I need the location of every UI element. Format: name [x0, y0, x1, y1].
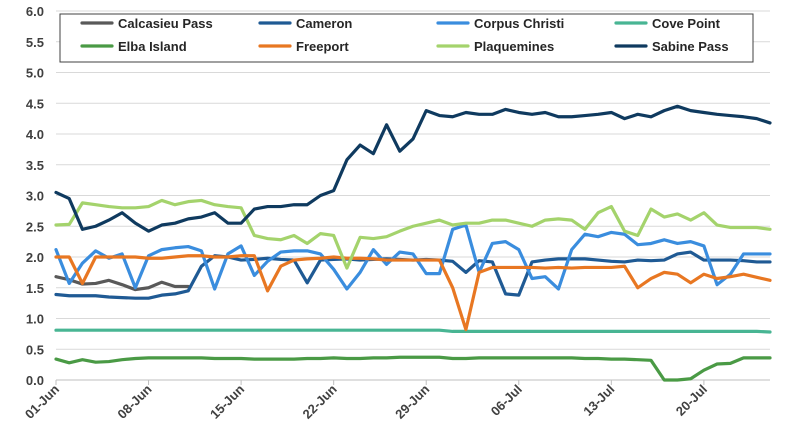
- x-tick-label: 08-Jun: [114, 381, 154, 421]
- y-tick-label: 0.0: [26, 373, 44, 388]
- x-tick-label: 13-Jul: [580, 382, 617, 419]
- series-line-plaquemines: [54, 198, 772, 270]
- series-line-sabine-pass: [54, 104, 772, 233]
- legend-label-elba-island: Elba Island: [118, 39, 187, 54]
- x-tick-label: 29-Jun: [392, 381, 432, 421]
- legend-label-plaquemines: Plaquemines: [474, 39, 554, 54]
- y-tick-label: 2.0: [26, 250, 44, 265]
- y-tick-label: 1.0: [26, 312, 44, 327]
- y-tick-label: 2.5: [26, 219, 44, 234]
- y-tick-label: 6.0: [26, 4, 44, 19]
- y-tick-label: 4.5: [26, 96, 44, 111]
- legend-label-sabine-pass: Sabine Pass: [652, 39, 729, 54]
- y-tick-label: 3.0: [26, 189, 44, 204]
- x-tick-label: 15-Jun: [207, 381, 247, 421]
- x-tick-label: 06-Jul: [488, 382, 525, 419]
- y-tick-label: 4.0: [26, 127, 44, 142]
- series-line-cove-point: [54, 328, 772, 334]
- legend-label-freeport: Freeport: [296, 39, 349, 54]
- y-tick-label: 0.5: [26, 342, 44, 357]
- y-axis: 0.0 0.5 1.0 1.5 2.0 2.5 3.0 3.5 4.0 4.5 5.0 5.5 6.0: [26, 4, 44, 388]
- series-line-corpus-christi: [54, 223, 772, 291]
- y-tick-label: 3.5: [26, 158, 44, 173]
- legend: Calcasieu Pass Cameron Corpus Christi Cove …: [59, 13, 754, 63]
- x-tick-label: 20-Jul: [673, 382, 710, 419]
- series-line-elba-island: [54, 355, 772, 382]
- series-line-calcasieu-pass: [54, 275, 190, 292]
- x-tick-label: 22-Jun: [300, 381, 340, 421]
- series-lines: [54, 104, 772, 382]
- y-tick-label: 1.5: [26, 281, 44, 296]
- series-line-freeport: [54, 254, 772, 332]
- legend-label-cove-point: Cove Point: [652, 16, 721, 31]
- legend-label-cameron: Cameron: [296, 16, 352, 31]
- x-axis: 01-Jun 08-Jun 15-Jun 22-Jun 29-Jun 06-Jul 13-J…: [22, 379, 770, 422]
- y-tick-label: 5.5: [26, 35, 44, 50]
- legend-label-corpus-christi: Corpus Christi: [474, 16, 564, 31]
- legend-label-calcasieu-pass: Calcasieu Pass: [118, 16, 213, 31]
- y-tick-label: 5.0: [26, 66, 44, 81]
